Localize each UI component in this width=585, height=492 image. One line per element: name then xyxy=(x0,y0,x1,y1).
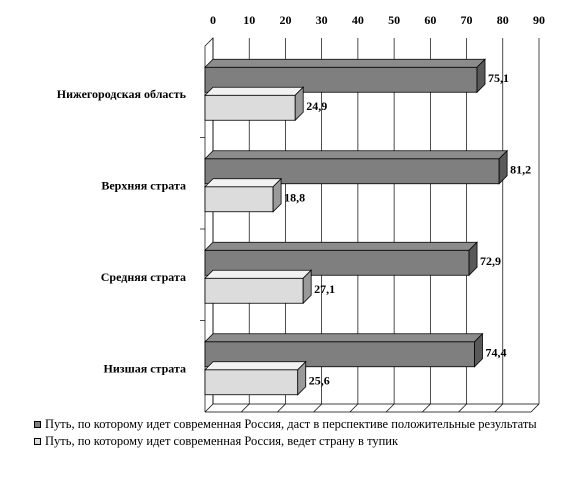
bar-front xyxy=(204,186,274,213)
x-tick-label: 20 xyxy=(279,13,291,27)
floor-line xyxy=(530,403,540,413)
bar-front xyxy=(204,369,299,396)
bar-front xyxy=(204,94,296,121)
bar-side xyxy=(474,332,483,368)
bar-top xyxy=(204,150,509,160)
bar-side xyxy=(476,58,486,94)
category-label: Средняя страта xyxy=(101,270,186,284)
bar xyxy=(204,177,283,213)
floor-line xyxy=(422,403,431,413)
bar-side xyxy=(297,360,307,396)
x-tick-label: 80 xyxy=(497,13,509,27)
legend: Путь, по которому идет современная Росси… xyxy=(34,417,574,451)
x-tick-label: 70 xyxy=(461,13,473,27)
data-label: 24,9 xyxy=(306,99,327,113)
bar xyxy=(204,86,305,122)
category-label: Нижегородская область xyxy=(57,87,187,101)
floor-line xyxy=(277,403,286,413)
data-label: 18,8 xyxy=(284,190,305,204)
bar xyxy=(204,332,484,368)
bar-top xyxy=(204,58,486,68)
bar-top xyxy=(204,361,307,371)
category-label: Низшая страта xyxy=(104,361,186,375)
data-label: 27,1 xyxy=(314,282,335,296)
bar-top xyxy=(204,241,479,251)
category-label: Верхняя страта xyxy=(101,178,186,192)
bar-side xyxy=(294,86,304,122)
bar-top xyxy=(204,86,305,96)
x-tick-label: 30 xyxy=(316,13,328,27)
floor-line xyxy=(494,403,504,413)
floor-line xyxy=(313,403,322,413)
bar-front xyxy=(204,277,304,304)
data-label: 25,6 xyxy=(309,373,330,387)
x-tick-label: 50 xyxy=(388,13,400,27)
x-tick-label: 10 xyxy=(243,13,255,27)
legend-label-deadlock: Путь, по которому идет современная Росси… xyxy=(45,434,399,448)
floor-line xyxy=(349,403,359,413)
x-tick-label: 60 xyxy=(424,13,436,27)
data-label: 81,2 xyxy=(510,162,531,176)
x-tick-label: 40 xyxy=(352,13,364,27)
legend-swatch-positive xyxy=(34,421,41,428)
legend-item-deadlock: Путь, по которому идет современная Росси… xyxy=(34,434,574,449)
bar-side xyxy=(498,149,508,185)
x-tick-label: 90 xyxy=(533,13,545,27)
bar-side xyxy=(272,177,282,213)
floor-line xyxy=(204,403,214,413)
floor-line xyxy=(385,403,395,413)
floor-line xyxy=(458,403,467,413)
bar xyxy=(204,360,307,396)
floor-line xyxy=(240,403,250,413)
bar xyxy=(204,269,313,305)
x-tick-label: 0 xyxy=(210,13,216,27)
bar-top xyxy=(204,269,313,279)
legend-label-positive: Путь, по которому идет современная Росси… xyxy=(45,417,537,431)
legend-item-positive: Путь, по которому идет современная Росси… xyxy=(34,417,574,432)
data-label: 74,4 xyxy=(485,345,506,359)
data-label: 75,1 xyxy=(488,71,509,85)
bar-top xyxy=(204,333,484,343)
bar-side xyxy=(302,269,312,305)
bar xyxy=(204,241,479,277)
legend-swatch-deadlock xyxy=(34,438,41,445)
bar-top xyxy=(204,178,283,188)
bar-side xyxy=(468,241,478,277)
data-label: 72,9 xyxy=(480,254,501,268)
